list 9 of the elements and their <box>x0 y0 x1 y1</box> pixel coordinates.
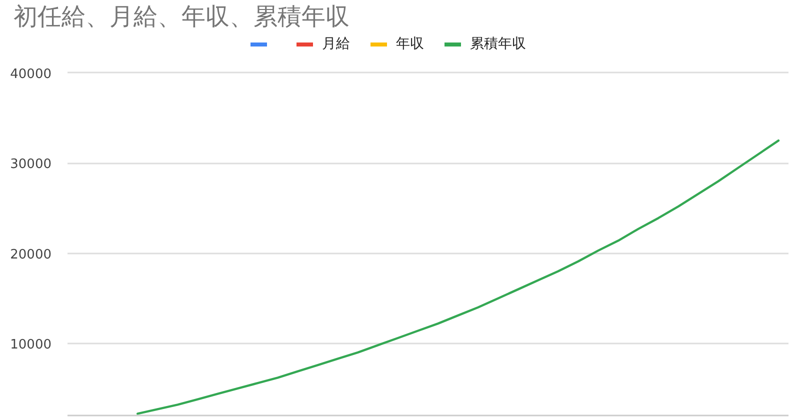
legend-label: 年収 <box>396 35 424 53</box>
legend-label: 累積年収 <box>470 35 526 53</box>
y-tick-label: 20000 <box>10 247 52 262</box>
legend-label: 月給 <box>322 35 350 53</box>
y-tick-label: 10000 <box>10 337 52 352</box>
y-tick-label: 30000 <box>10 157 52 172</box>
chart-title: 初任給、月給、年収、累積年収 <box>14 2 350 30</box>
line-series <box>136 139 780 415</box>
y-tick-label: 40000 <box>10 66 52 82</box>
